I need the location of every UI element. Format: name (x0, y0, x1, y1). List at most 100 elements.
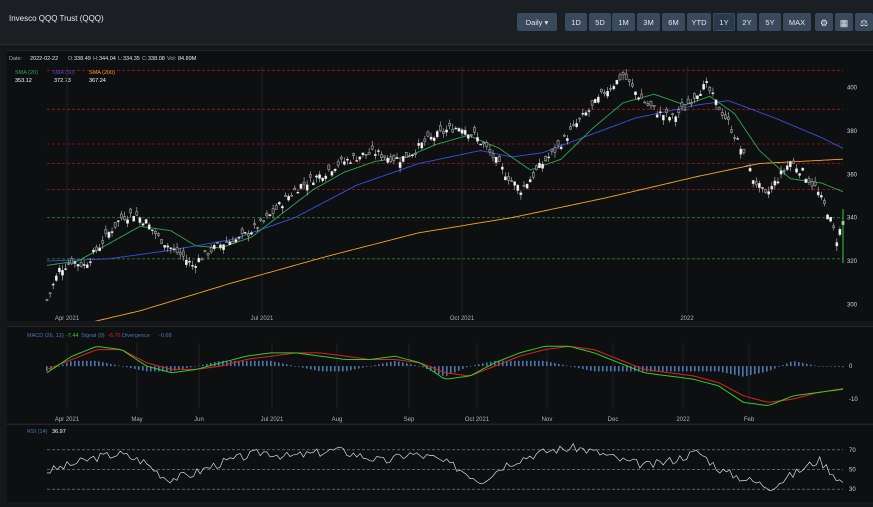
macd-histogram-bar (58, 366, 60, 367)
candle-body (553, 147, 557, 153)
macd-histogram-bar (306, 366, 308, 369)
macd-histogram-bar (254, 360, 256, 367)
candle-body (655, 114, 659, 118)
candle-body (649, 100, 653, 107)
macd-histogram-bar (814, 365, 816, 367)
macd-histogram-bar (146, 366, 148, 372)
candle-body (702, 84, 705, 90)
macd-histogram-bar (282, 363, 284, 367)
macd-x-tick: Feb (744, 417, 755, 423)
macd-histogram-bar (46, 366, 48, 372)
candle-body (339, 156, 343, 160)
range-button-max[interactable]: MAX (783, 13, 811, 31)
macd-histogram-bar (802, 362, 804, 367)
macd-histogram-bar (758, 366, 760, 374)
candle-body (206, 253, 210, 256)
candle-body (485, 142, 489, 147)
macd-histogram-bar (578, 366, 580, 369)
macd-x-tick: Oct 2021 (465, 417, 490, 423)
scale-icon[interactable]: ⚖ (855, 13, 873, 31)
macd-histogram-bar (318, 366, 320, 372)
range-button-1d[interactable]: 1D (565, 13, 587, 31)
candle-body (429, 136, 433, 140)
candle-body (417, 143, 420, 146)
macd-histogram-bar (746, 366, 748, 376)
candle-body (621, 72, 625, 76)
macd-histogram-bar (430, 366, 432, 371)
candle-body (175, 247, 179, 253)
macd-histogram-bar (70, 361, 72, 367)
candle-body (751, 180, 755, 184)
macd-histogram-bar (362, 366, 364, 368)
ohlc-high: 344.04 (99, 56, 116, 62)
macd-histogram-bar (770, 366, 772, 371)
macd-histogram-bar (682, 366, 684, 372)
macd-histogram-bar (690, 366, 692, 372)
macd-histogram-bar (534, 360, 536, 367)
candle-body (70, 258, 74, 265)
range-button-6m[interactable]: 6M (662, 13, 685, 31)
macd-histogram-bar (114, 364, 116, 367)
interval-dropdown[interactable]: Daily ▾ (517, 13, 557, 31)
candle-body (671, 113, 674, 115)
calculator-icon[interactable]: ▦ (835, 13, 853, 31)
candle-body (720, 112, 724, 116)
candle-body (535, 165, 538, 170)
rsi-y-tick: 30 (849, 487, 856, 493)
macd-x-tick: Jul 2021 (261, 417, 284, 423)
candle-body (510, 180, 513, 182)
candle-body (730, 129, 733, 133)
macd-histogram-bar (226, 360, 228, 367)
macd-histogram-bar (474, 365, 476, 367)
macd-histogram-bar (402, 362, 404, 367)
price-y-tick: 400 (847, 86, 858, 92)
macd-histogram-bar (90, 360, 92, 367)
ohlc-close: 338.08 (148, 56, 165, 62)
macd-histogram-bar (302, 366, 304, 368)
candle-body (404, 152, 408, 158)
macd-histogram-bar (122, 366, 124, 367)
macd-histogram-bar (566, 365, 568, 367)
macd-histogram-bar (290, 365, 292, 367)
candle-body (200, 258, 204, 261)
candle-body (463, 130, 467, 135)
range-button-1y[interactable]: 1Y (713, 13, 735, 31)
candle-body (308, 174, 312, 178)
sma200-value: 367.24 (89, 78, 106, 84)
ohlc-date: 2022-02-22 (30, 56, 58, 62)
candle-body (219, 244, 222, 248)
interval-label: Daily (525, 18, 543, 27)
candle-body (364, 154, 368, 156)
range-button-5y[interactable]: 5Y (759, 13, 781, 31)
settings-icon[interactable]: ⚙ (815, 13, 833, 31)
candle-body (603, 92, 606, 95)
candle-body (383, 155, 386, 158)
symbol-title: Invesco QQQ Trust (QQQ) (9, 14, 104, 23)
candle-body (411, 154, 414, 157)
candle-body (785, 165, 789, 170)
candle-body (79, 262, 83, 267)
candle-body (318, 174, 321, 179)
candle-body (677, 109, 681, 113)
candle-body (538, 162, 541, 168)
candle-body (513, 181, 516, 186)
candle-body (597, 96, 600, 103)
candle-body (352, 153, 355, 156)
candle-body (600, 88, 603, 93)
range-button-ytd[interactable]: YTD (687, 13, 711, 31)
macd-histogram-bar (102, 362, 104, 367)
candle-body (414, 153, 417, 155)
candle-body (593, 99, 597, 103)
macd-histogram-bar (842, 366, 844, 368)
macd-histogram-bar (514, 360, 516, 367)
candle-body (392, 155, 396, 161)
range-button-2y[interactable]: 2Y (737, 13, 757, 31)
macd-histogram-bar (202, 364, 204, 367)
range-button-3m[interactable]: 3M (637, 13, 660, 31)
macd-histogram-bar (510, 360, 512, 367)
candle-body (627, 79, 631, 82)
macd-histogram-bar (314, 366, 316, 371)
candle-body (816, 191, 820, 196)
range-button-5d[interactable]: 5D (589, 13, 611, 31)
range-button-1m[interactable]: 1M (612, 13, 635, 31)
